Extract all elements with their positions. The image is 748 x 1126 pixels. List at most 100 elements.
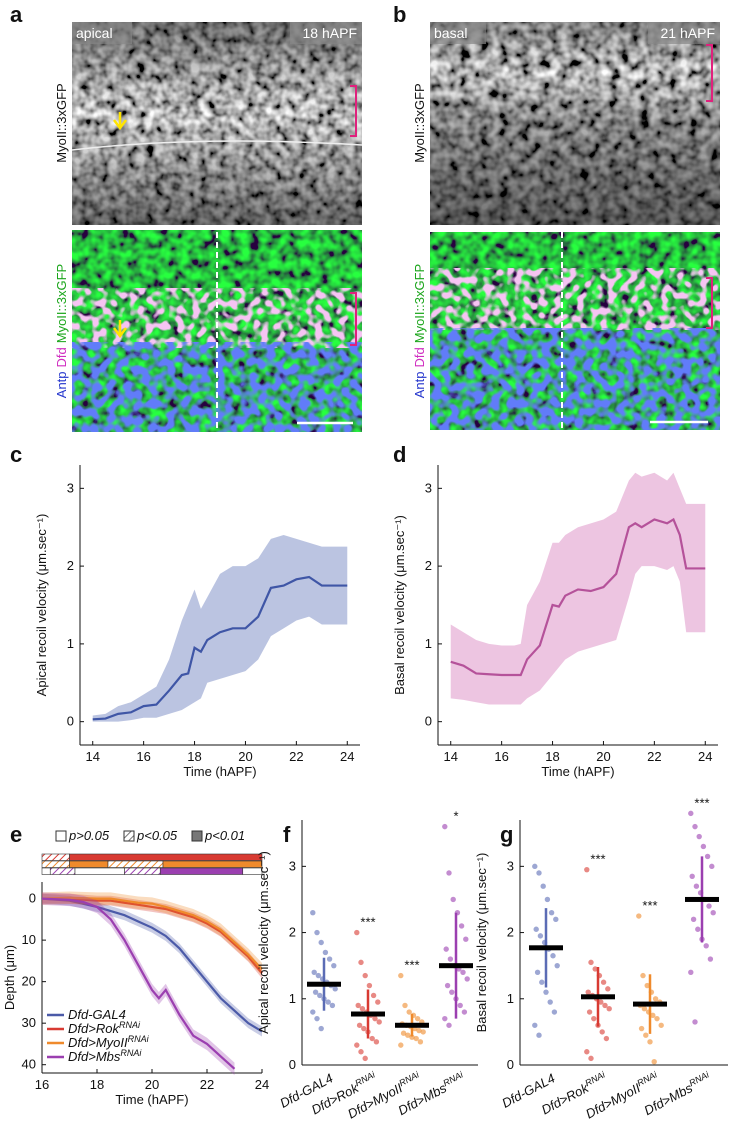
label-text: Dfd>Mbs <box>642 1080 696 1118</box>
y-tick-label: 30 <box>22 1015 36 1030</box>
data-point <box>641 1006 648 1012</box>
y-tick-label: 1 <box>507 991 514 1006</box>
panel-label: c <box>10 442 22 467</box>
label-sup: RNAi <box>687 1069 711 1088</box>
data-point <box>414 1015 421 1022</box>
shading <box>430 22 720 225</box>
significance-segment <box>41 853 70 861</box>
channel: Antp <box>412 371 427 398</box>
y-axis-label: Apical recoil velocity (μm.sec⁻¹) <box>256 851 271 1034</box>
data-point <box>532 863 538 870</box>
significance-segment <box>41 860 70 868</box>
x-tick-label: 16 <box>494 749 508 764</box>
label-sup: RNAi <box>120 1048 142 1058</box>
data-point <box>369 1035 375 1042</box>
y-tick-label: 2 <box>67 558 74 573</box>
data-point <box>536 870 542 876</box>
line <box>41 897 263 1033</box>
tag-bg <box>430 22 486 44</box>
legend-swatch <box>123 830 135 842</box>
data-point <box>461 1009 468 1015</box>
data-point <box>315 972 322 979</box>
boundary <box>71 140 363 151</box>
tag-bg <box>648 22 720 44</box>
data-point <box>460 969 466 975</box>
panel-label: a <box>10 2 23 27</box>
band <box>42 892 235 1076</box>
y-tick-label: 3 <box>507 858 514 873</box>
data-point <box>605 986 611 992</box>
data-point <box>447 956 454 962</box>
data-point <box>311 969 317 975</box>
channel: Dfd <box>54 347 69 367</box>
mean-bar <box>307 981 341 987</box>
data-point <box>416 1027 422 1034</box>
label-sup: RNAi <box>397 1069 421 1088</box>
y-tick-label: 0 <box>67 714 74 729</box>
data-point <box>314 1015 320 1022</box>
x-tick-label: 24 <box>340 749 354 764</box>
data-point <box>606 1006 612 1012</box>
data-point <box>584 1049 590 1055</box>
significance-stars: *** <box>642 898 657 913</box>
data-point <box>644 982 650 989</box>
data-point <box>692 1019 698 1025</box>
x-tick-label: 22 <box>289 749 303 764</box>
data-point <box>310 910 316 916</box>
data-point <box>710 910 716 916</box>
line <box>92 575 348 721</box>
data-point <box>354 929 360 936</box>
x-tick-label: 18 <box>545 749 559 764</box>
data-point <box>446 870 452 876</box>
data-point <box>310 1009 316 1015</box>
data-point <box>413 1035 419 1042</box>
data-point <box>312 989 319 995</box>
data-point <box>707 956 714 962</box>
image-a-bottom <box>72 230 362 432</box>
data-point <box>402 1002 408 1009</box>
image-a-top: apical 18 hAPF <box>71 22 363 225</box>
data-point <box>695 926 701 932</box>
y-axis-label: Apical recoil velocity (μm.sec⁻¹) <box>34 514 49 697</box>
x-tick-label: 24 <box>255 1077 269 1092</box>
data-point <box>690 916 697 923</box>
line <box>41 897 236 1070</box>
data-point <box>540 883 546 889</box>
y-tick-label: 0 <box>289 1057 296 1072</box>
data-point <box>709 863 715 870</box>
data-point <box>658 1022 664 1028</box>
arrow <box>113 112 127 131</box>
mean-bar <box>529 945 563 951</box>
data-point <box>547 999 553 1005</box>
data-point <box>406 1009 412 1015</box>
data-point <box>586 1009 593 1015</box>
y-axis-label: Basal recoil velocity (μm.sec⁻¹) <box>392 515 407 695</box>
data-point <box>358 1049 364 1055</box>
data-point <box>543 989 549 995</box>
data-point <box>373 1039 380 1045</box>
data-point <box>443 946 449 952</box>
data-point <box>375 999 381 1005</box>
data-point <box>588 959 594 966</box>
data-point <box>651 1058 657 1065</box>
x-tick-label: 20 <box>238 749 252 764</box>
data-point <box>409 1034 415 1040</box>
channel-label: Antp Dfd MyoII::3xGFP <box>412 264 427 398</box>
data-point <box>551 1009 558 1015</box>
data-point <box>332 986 338 992</box>
x-tick-label: 22 <box>200 1077 214 1092</box>
mean-bar <box>395 1022 429 1028</box>
data-point <box>317 992 323 999</box>
data-point <box>688 810 694 817</box>
data-point <box>602 1002 608 1009</box>
data-point <box>539 979 545 985</box>
label-text: Dfd>MyoII <box>583 1080 643 1121</box>
legend-label: p>0.05 <box>68 828 110 843</box>
label: Dfd>RokRNAi <box>68 1020 141 1036</box>
magenta-channel <box>430 268 720 330</box>
channel: MyoII::3xGFP <box>412 264 427 343</box>
data-point <box>592 966 598 972</box>
data-point <box>354 1042 360 1048</box>
significance-segment <box>49 867 76 875</box>
data-point <box>318 939 324 946</box>
